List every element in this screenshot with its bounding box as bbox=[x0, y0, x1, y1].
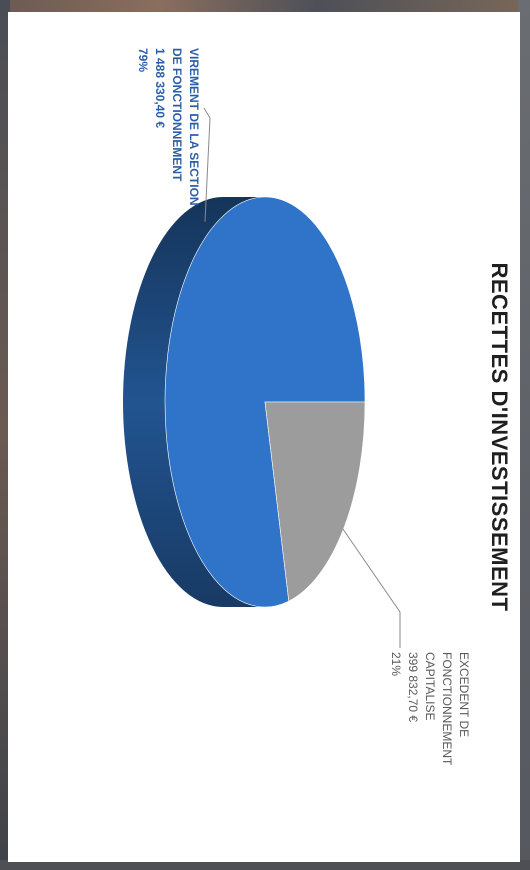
leader-line-2 bbox=[342, 528, 401, 648]
rotated-chart-area: RECETTES D'INVESTISSEMENT VIREMENT DE LA… bbox=[8, 12, 520, 862]
slice-label-line: VIREMENT DE LA SECTION bbox=[187, 48, 201, 206]
slice-label-line: FONCTIONNEMENT bbox=[440, 652, 454, 766]
slice-label-line: 1 488 330,40 € bbox=[153, 48, 167, 128]
slice-label-line: DE FONCTIONNEMENT bbox=[170, 48, 184, 182]
photo-background-bottom bbox=[0, 860, 530, 870]
slice-label-line: 21% bbox=[389, 652, 403, 676]
pie-side-wall bbox=[123, 197, 265, 607]
slice-label-line: EXCEDENT DE bbox=[457, 652, 471, 737]
photo-background-left bbox=[0, 0, 10, 870]
pie-slice-2 bbox=[264, 401, 366, 602]
document-page: RECETTES D'INVESTISSEMENT VIREMENT DE LA… bbox=[8, 12, 520, 862]
slice-label-line: 79% bbox=[136, 48, 150, 72]
slice-label-line: 399 832,70 € bbox=[406, 652, 420, 722]
pie-slice-1 bbox=[164, 196, 366, 608]
leader-line-1 bbox=[203, 107, 211, 222]
slice-label-line: CAPITALISE bbox=[423, 652, 437, 720]
photo-background-top bbox=[0, 0, 530, 14]
photo-background-right bbox=[518, 0, 530, 870]
